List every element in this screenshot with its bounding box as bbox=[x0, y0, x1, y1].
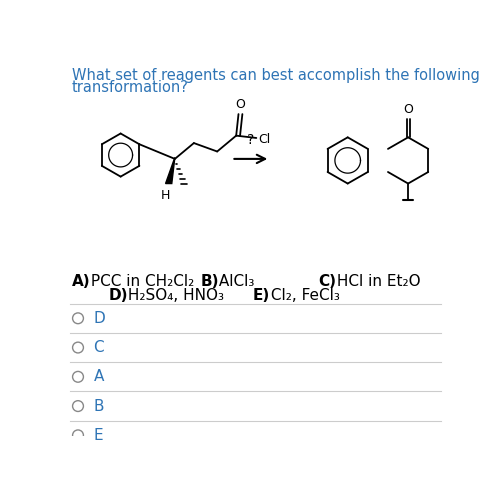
Text: E: E bbox=[94, 428, 103, 443]
Polygon shape bbox=[166, 157, 175, 184]
Text: O: O bbox=[235, 98, 245, 111]
Text: What set of reagents can best accomplish the following: What set of reagents can best accomplish… bbox=[72, 68, 480, 83]
Text: C: C bbox=[94, 340, 104, 355]
Text: D): D) bbox=[109, 288, 128, 303]
Text: HCl in Et₂O: HCl in Et₂O bbox=[332, 274, 421, 290]
Text: PCC in CH₂Cl₂: PCC in CH₂Cl₂ bbox=[86, 274, 194, 290]
Text: AlCl₃: AlCl₃ bbox=[214, 274, 255, 290]
Text: H₂SO₄, HNO₃: H₂SO₄, HNO₃ bbox=[123, 288, 224, 303]
Text: Cl: Cl bbox=[258, 133, 270, 146]
Text: E): E) bbox=[252, 288, 270, 303]
Text: C): C) bbox=[318, 274, 336, 290]
Text: A: A bbox=[94, 369, 104, 384]
Text: D: D bbox=[94, 311, 105, 326]
Text: H: H bbox=[161, 189, 170, 202]
Text: ?: ? bbox=[247, 133, 254, 147]
Text: O: O bbox=[403, 103, 413, 116]
Text: B: B bbox=[94, 398, 104, 414]
Text: B): B) bbox=[200, 274, 219, 290]
Text: A): A) bbox=[72, 274, 90, 290]
Text: transformation?: transformation? bbox=[72, 79, 188, 95]
Text: Cl₂, FeCl₃: Cl₂, FeCl₃ bbox=[266, 288, 340, 303]
